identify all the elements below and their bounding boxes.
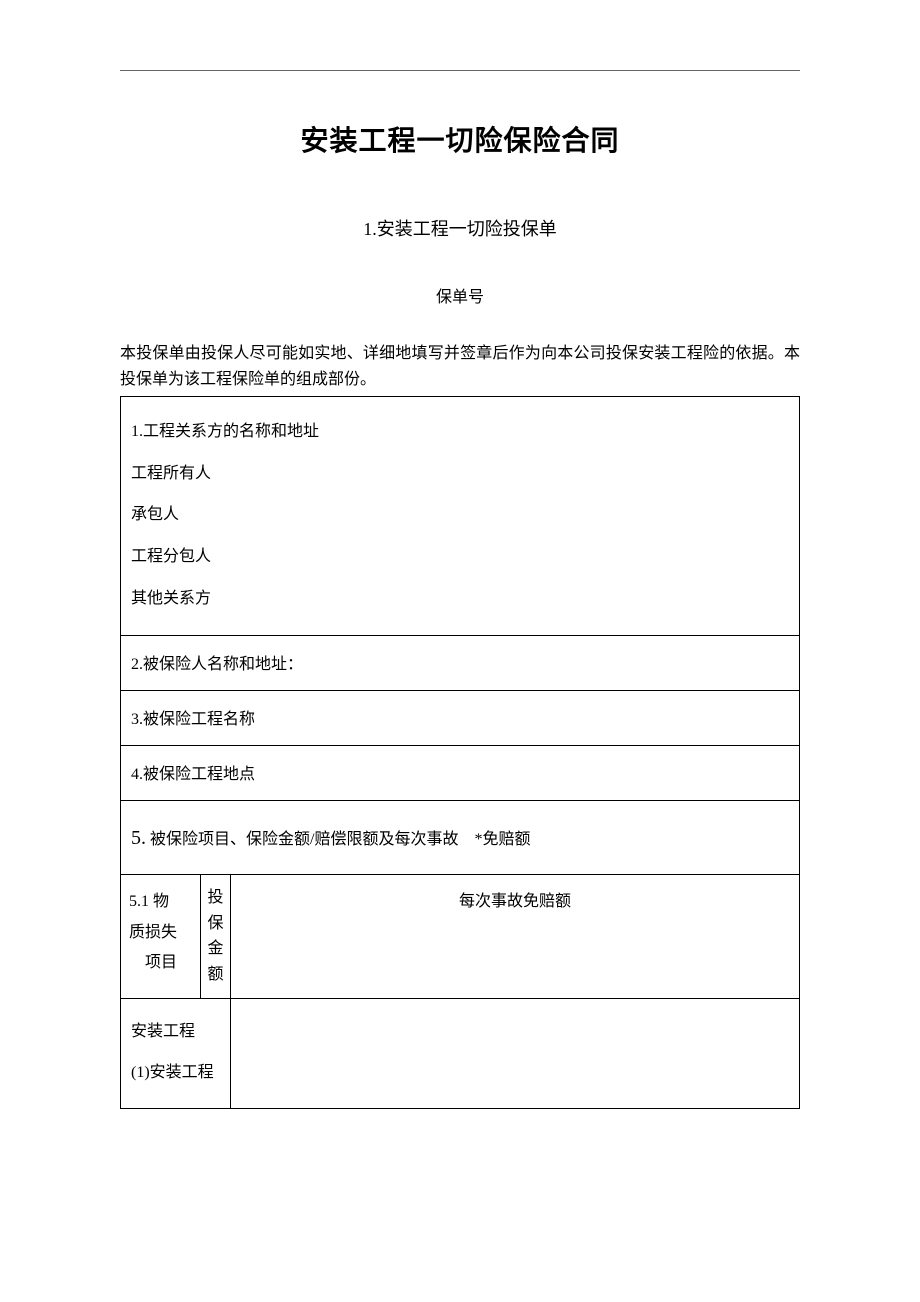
document-subtitle: 1.安装工程一切险投保单 <box>120 215 800 241</box>
field-project-owner: 工程所有人 <box>131 453 789 495</box>
section-4-row: 4.被保险工程地点 <box>121 746 800 801</box>
section-4-cell: 4.被保险工程地点 <box>121 746 800 801</box>
section-3-row: 3.被保险工程名称 <box>121 691 800 746</box>
document-page: 安装工程一切险保险合同 1.安装工程一切险投保单 保单号 本投保单由投保人尽可能… <box>0 0 920 1209</box>
section-2-row: 2.被保险人名称和地址： <box>121 636 800 691</box>
section-1-heading: 1.工程关系方的名称和地址 <box>131 411 789 453</box>
col-5-1-line1: 5.1 物 <box>129 887 192 917</box>
top-rule <box>120 70 800 71</box>
section-5-number: 5. <box>131 827 146 849</box>
col-insured-amount-text: 投保金额 <box>205 885 226 987</box>
section-5-header-row: 5. 被保险项目、保险金额/赔偿限额及每次事故 *免赔额 <box>121 801 800 875</box>
section-1-cell: 1.工程关系方的名称和地址 工程所有人 承包人 工程分包人 其他关系方 <box>121 397 800 636</box>
col-insured-amount: 投保金额 <box>201 875 231 998</box>
col-5-1-line3: 项目 <box>129 948 192 978</box>
section-1-row: 1.工程关系方的名称和地址 工程所有人 承包人 工程分包人 其他关系方 <box>121 397 800 636</box>
field-contractor: 承包人 <box>131 494 789 536</box>
install-line2: (1)安装工程 <box>131 1052 220 1094</box>
section-5-1-header-row: 5.1 物 质损失 项目 投保金额 每次事故免赔额 <box>121 875 800 998</box>
section-3-cell: 3.被保险工程名称 <box>121 691 800 746</box>
cell-install-project-label: 安装工程 (1)安装工程 <box>121 998 231 1108</box>
section-5-header-cell: 5. 被保险项目、保险金额/赔偿限额及每次事故 *免赔额 <box>121 801 800 875</box>
row-install-project: 安装工程 (1)安装工程 <box>121 998 800 1108</box>
cell-install-project-value <box>231 998 800 1108</box>
field-other-party: 其他关系方 <box>131 578 789 620</box>
intro-paragraph: 本投保单由投保人尽可能如实地、详细地填写并签章后作为向本公司投保安装工程险的依据… <box>120 341 800 392</box>
install-line1: 安装工程 <box>131 1011 220 1053</box>
application-form-table: 1.工程关系方的名称和地址 工程所有人 承包人 工程分包人 其他关系方 2.被保… <box>120 396 800 1109</box>
document-title: 安装工程一切险保险合同 <box>120 119 800 159</box>
col-5-1-material-loss: 5.1 物 质损失 项目 <box>121 875 201 998</box>
col-5-1-line2: 质损失 <box>129 918 192 948</box>
section-2-cell: 2.被保险人名称和地址： <box>121 636 800 691</box>
col-deductible-per-accident: 每次事故免赔额 <box>231 875 800 998</box>
policy-number-label: 保单号 <box>120 283 800 307</box>
section-5-text: 被保险项目、保险金额/赔偿限额及每次事故 *免赔额 <box>146 831 530 848</box>
field-subcontractor: 工程分包人 <box>131 536 789 578</box>
